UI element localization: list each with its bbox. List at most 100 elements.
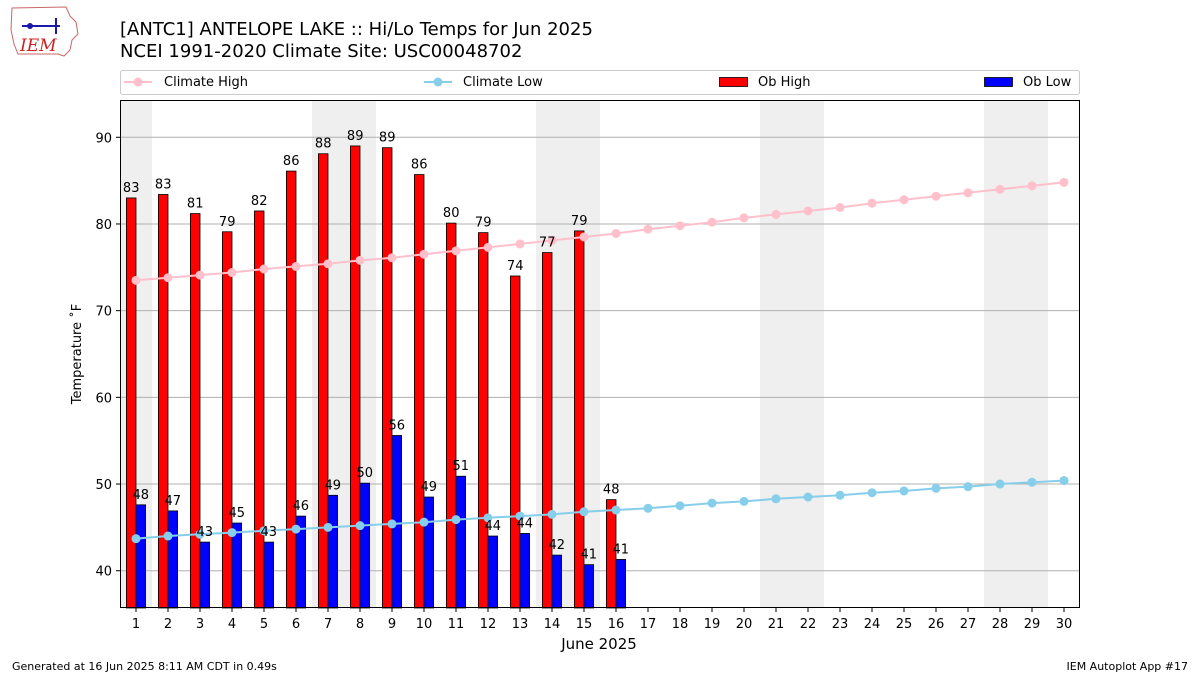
x-tick-label-10: 10: [416, 617, 433, 632]
ob-low-label-2: 47: [165, 494, 182, 509]
legend-ob-low-swatch: [984, 77, 1013, 87]
climate-low-point-14: [547, 509, 557, 519]
x-tick-label-26: 26: [928, 617, 945, 632]
ob-high-bar-14: [542, 252, 553, 609]
climate-high-point-3: [195, 270, 205, 280]
climate-low-point-16: [611, 505, 621, 515]
ob-high-bar-4: [221, 231, 233, 609]
climate-low-point-19: [707, 498, 717, 508]
shade-day-28: [984, 100, 1016, 608]
shade-day-22: [792, 100, 824, 608]
climate-high-point-14: [547, 235, 557, 245]
climate-low-point-26: [931, 483, 941, 493]
ob-high-label-8: 89: [347, 129, 364, 144]
ob-high-label-7: 88: [315, 137, 332, 152]
x-tick-label-23: 23: [832, 617, 849, 632]
plot-frame: [120, 100, 1080, 608]
ob-low-bar-7: [327, 494, 339, 609]
ob-high-bar-7: [317, 153, 329, 609]
legend-climate-low-marker: [433, 77, 443, 87]
y-tick-label-50: 50: [95, 478, 112, 493]
climate-high-point-1: [131, 275, 141, 285]
ob-low-bar-16: [615, 559, 627, 609]
x-axis-title: June 2025: [560, 635, 637, 653]
climate-low-point-23: [835, 490, 845, 500]
ob-high-label-4: 79: [219, 215, 236, 230]
ob-high-label-15: 79: [571, 214, 588, 229]
ob-high-bar-10: [413, 174, 425, 609]
y-tick-label-60: 60: [95, 391, 112, 406]
ob-high-label-14: 77: [539, 236, 556, 251]
climate-low-point-5: [259, 526, 269, 536]
ob-high-label-10: 86: [411, 158, 428, 173]
shade-day-29: [1016, 100, 1048, 608]
ob-high-label-2: 83: [155, 177, 172, 192]
climate-low-point-6: [291, 524, 301, 534]
climate-high-point-26: [931, 191, 941, 201]
climate-high-point-12: [483, 242, 493, 252]
climate-high-point-15: [579, 232, 589, 242]
x-tick-label-16: 16: [608, 617, 625, 632]
legend-ob-high-swatch: [719, 77, 748, 87]
climate-low-point-7: [323, 522, 333, 532]
climate-low-point-9: [387, 519, 397, 529]
x-tick-label-15: 15: [576, 617, 593, 632]
ob-low-label-7: 49: [325, 478, 342, 493]
x-tick-label-4: 4: [228, 617, 236, 632]
climate-low-point-30: [1059, 476, 1069, 486]
climate-low-point-18: [675, 501, 685, 511]
climate-low-point-10: [419, 517, 429, 527]
ob-low-label-10: 49: [421, 480, 438, 495]
climate-low-point-13: [515, 511, 525, 521]
x-tick-label-5: 5: [260, 617, 268, 632]
climate-low-point-1: [131, 534, 141, 544]
climate-high-point-20: [739, 213, 749, 223]
climate-high-point-17: [643, 224, 653, 234]
climate-low-point-3: [195, 529, 205, 539]
y-tick-label-80: 80: [95, 218, 112, 233]
shade-day-21: [760, 100, 792, 608]
climate-high-point-10: [419, 249, 429, 259]
climate-low-point-27: [963, 482, 973, 492]
legend-ob-high-label: Ob High: [758, 75, 811, 90]
x-tick-label-8: 8: [356, 617, 364, 632]
x-tick-label-20: 20: [736, 617, 753, 632]
climate-high-point-8: [355, 255, 365, 265]
climate-low-point-12: [483, 513, 493, 523]
ob-low-label-8: 50: [357, 466, 374, 481]
climate-high-point-19: [707, 217, 717, 227]
climate-high-point-25: [899, 195, 909, 205]
ob-low-bar-3: [199, 541, 211, 609]
climate-high-point-11: [451, 246, 461, 256]
ob-high-bar-1: [126, 197, 137, 609]
ob-high-label-11: 80: [443, 206, 460, 221]
ob-high-label-1: 83: [123, 181, 140, 196]
ob-low-label-16: 41: [613, 542, 630, 557]
climate-high-point-18: [675, 221, 685, 231]
climate-low-point-28: [995, 479, 1005, 489]
climate-low-point-29: [1027, 477, 1037, 487]
x-tick-label-25: 25: [896, 617, 913, 632]
climate-low-point-8: [355, 521, 365, 531]
station-dot-icon: [27, 23, 33, 29]
grid-lines: [120, 136, 1080, 572]
x-tick-label-28: 28: [992, 617, 1009, 632]
chart-title: [ANTC1] ANTELOPE LAKE :: Hi/Lo Temps for…: [120, 19, 593, 40]
ob-high-label-5: 82: [251, 194, 268, 209]
ob-low-label-6: 46: [293, 499, 310, 514]
climate-high-point-29: [1027, 181, 1037, 191]
ob-high-label-12: 79: [475, 216, 492, 231]
climate-low-line: [135, 479, 1065, 540]
climate-high-point-30: [1059, 177, 1069, 187]
climate-low-point-22: [803, 492, 813, 502]
iowa-outline-icon: [10, 6, 79, 57]
x-tick-label-9: 9: [388, 617, 396, 632]
x-tick-label-19: 19: [704, 617, 721, 632]
ob-low-label-15: 41: [581, 548, 598, 563]
ob-low-bar-10: [423, 496, 435, 609]
x-tick-label-18: 18: [672, 617, 689, 632]
ob-high-bar-9: [381, 147, 393, 609]
ob-high-bar-11: [445, 222, 457, 609]
legend-frame: [120, 70, 1080, 95]
